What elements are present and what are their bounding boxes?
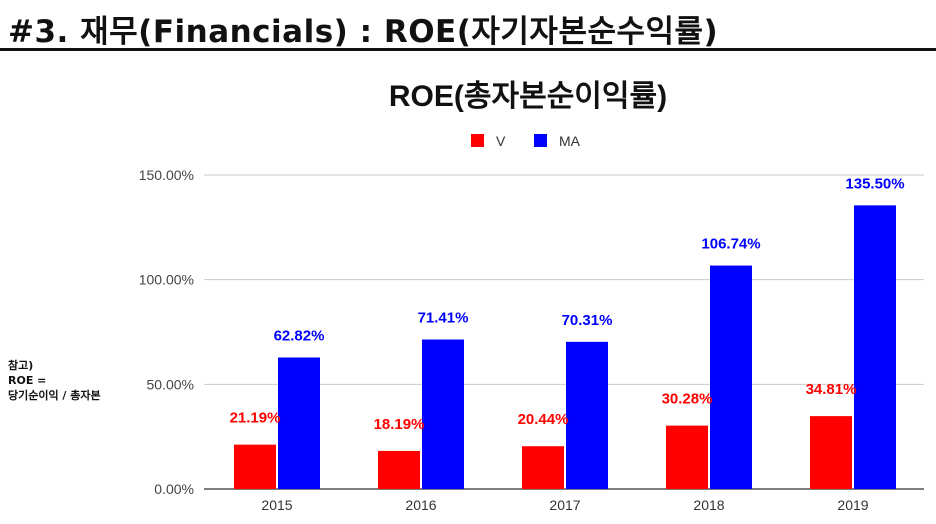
- bar-v-2017: [522, 446, 564, 489]
- data-labels: 21.19% 62.82% 18.19% 71.41% 20.44% 70.31% 30.2…: [230, 175, 905, 433]
- note-line: 당기순이익 / 총자본: [8, 389, 101, 402]
- bar-ma-2018: [710, 265, 752, 489]
- data-label-ma: 106.74%: [701, 236, 760, 253]
- data-label-v: 21.19%: [230, 410, 281, 427]
- y-tick-label: 150.00%: [139, 167, 194, 183]
- y-tick-label: 50.00%: [147, 376, 194, 392]
- chart-title: ROE(총자본순이익률): [389, 80, 667, 113]
- bar-ma-2017: [566, 341, 608, 489]
- legend-label-v: V: [496, 133, 506, 149]
- x-tick-label: 2017: [549, 497, 580, 513]
- bars: [234, 205, 896, 489]
- slide-title: #3. 재무(Financials) : ROE(자기자본순수익률): [8, 14, 719, 50]
- y-axis-ticks: 0.00% 50.00% 100.00% 150.00%: [139, 167, 194, 497]
- data-label-ma: 71.41%: [418, 310, 469, 327]
- x-tick-label: 2019: [837, 497, 868, 513]
- data-label-v: 20.44%: [518, 411, 569, 428]
- x-tick-label: 2018: [693, 497, 724, 513]
- data-label-ma: 70.31%: [562, 312, 613, 329]
- title-underline: [0, 48, 936, 51]
- bar-v-2018: [666, 425, 708, 489]
- gridlines: [204, 174, 924, 385]
- bar-ma-2019: [854, 205, 896, 489]
- bar-v-2015: [234, 444, 276, 489]
- y-tick-label: 100.00%: [139, 272, 194, 288]
- bar-ma-2016: [422, 339, 464, 489]
- bar-v-2019: [810, 416, 852, 489]
- note-line: ROE =: [8, 374, 47, 387]
- y-tick-label: 0.00%: [154, 481, 194, 497]
- data-label-v: 34.81%: [806, 381, 857, 398]
- roe-formula-note: 참고) ROE = 당기순이익 / 총자본: [8, 358, 101, 403]
- chart-legend: V MA: [471, 133, 581, 149]
- x-axis-ticks: 2015 2016 2017 2018 2019: [261, 497, 868, 513]
- legend-swatch-ma: [534, 134, 547, 147]
- note-line: 참고): [8, 359, 34, 372]
- x-tick-label: 2015: [261, 497, 292, 513]
- x-tick-label: 2016: [405, 497, 436, 513]
- legend-label-ma: MA: [559, 133, 581, 149]
- data-label-ma: 135.50%: [845, 175, 904, 192]
- data-label-ma: 62.82%: [274, 327, 325, 344]
- data-label-v: 18.19%: [374, 416, 425, 433]
- legend-swatch-v: [471, 134, 484, 147]
- bar-ma-2015: [278, 357, 320, 489]
- bar-v-2016: [378, 450, 420, 489]
- data-label-v: 30.28%: [662, 391, 713, 408]
